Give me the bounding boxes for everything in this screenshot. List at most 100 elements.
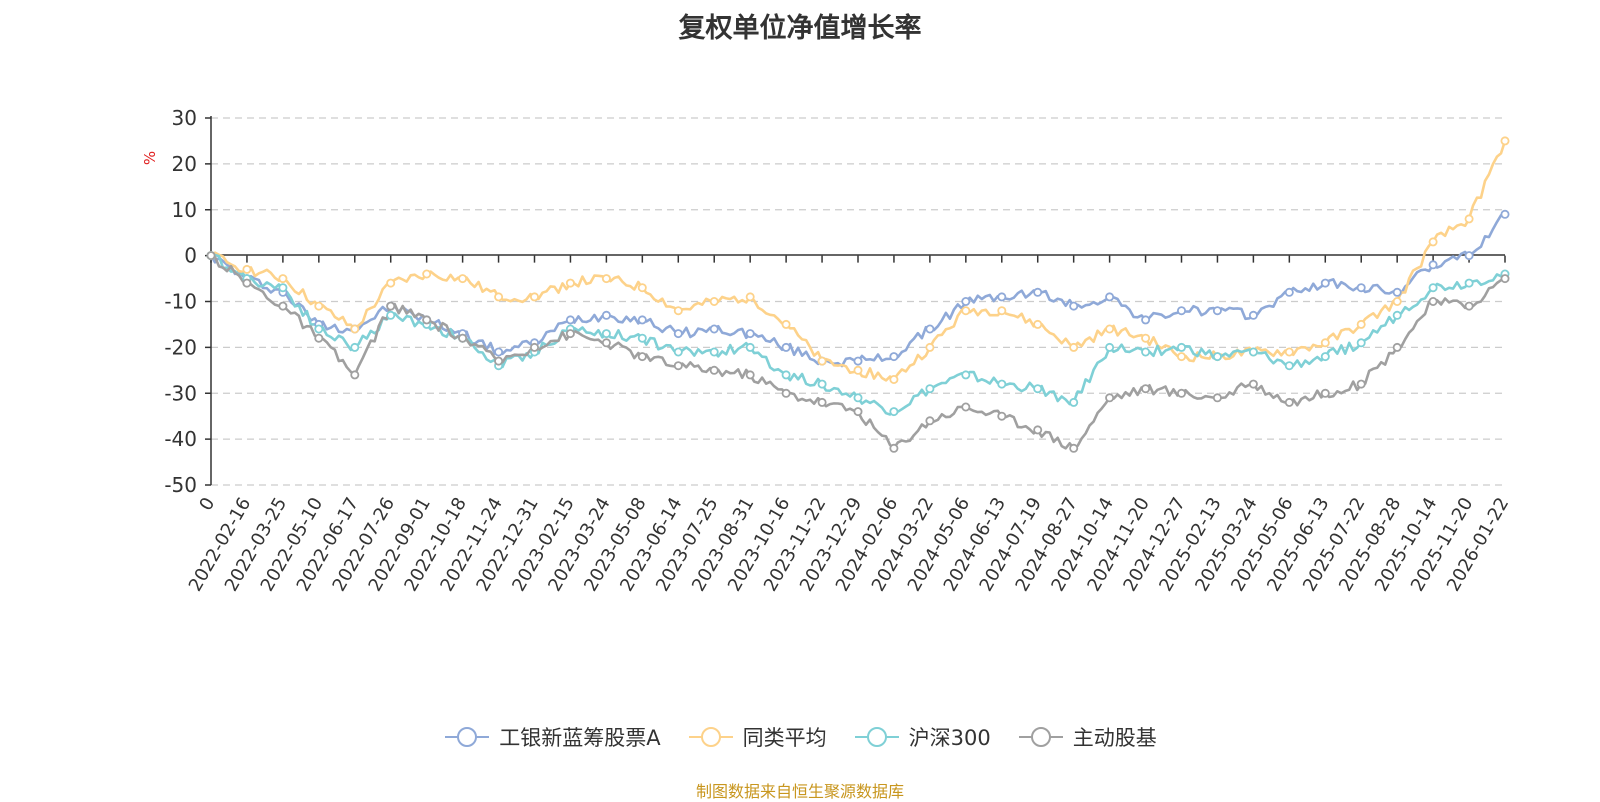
data-point: [601, 338, 611, 348]
data-point: [494, 347, 504, 357]
legend-label-fund: 工银新蓝筹股票A: [499, 726, 661, 750]
data-point: [601, 274, 611, 284]
data-point: [494, 292, 504, 302]
data-point: [1069, 397, 1079, 407]
data-point: [853, 365, 863, 375]
data-point: [1500, 274, 1510, 284]
data-point: [925, 342, 935, 352]
data-point: [386, 301, 396, 311]
y-tick-label: 10: [172, 198, 197, 222]
data-point: [853, 356, 863, 366]
data-point: [1284, 347, 1294, 357]
legend-item-fund[interactable]: 工银新蓝筹股票A: [443, 722, 661, 752]
data-point: [1356, 338, 1366, 348]
data-point: [961, 370, 971, 380]
source-note: 制图数据来自恒生聚源数据库: [695, 782, 904, 801]
data-point: [889, 407, 899, 417]
data-point: [530, 292, 540, 302]
data-point: [961, 402, 971, 412]
legend-marker-peer-average: [688, 727, 733, 747]
data-point: [637, 283, 647, 293]
data-point: [961, 296, 971, 306]
data-point: [1284, 397, 1294, 407]
legend-label-peer-average: 同类平均: [742, 726, 827, 750]
data-point: [1392, 310, 1402, 320]
data-point: [1428, 296, 1438, 306]
legend-marker-active-equity: [1018, 727, 1063, 747]
data-point: [242, 264, 252, 274]
legend-item-csi300[interactable]: 沪深300: [853, 722, 991, 752]
data-point: [350, 324, 360, 334]
data-point: [817, 397, 827, 407]
data-point: [853, 393, 863, 403]
data-point: [673, 329, 683, 339]
series-line-2: [210, 253, 1506, 416]
data-point: [961, 306, 971, 316]
data-point: [1392, 342, 1402, 352]
y-tick-label: -30: [164, 381, 197, 405]
data-point: [1141, 315, 1151, 325]
data-point: [925, 416, 935, 426]
data-point: [745, 370, 755, 380]
data-point: [1033, 319, 1043, 329]
data-point: [494, 356, 504, 366]
data-point: [601, 310, 611, 320]
data-point: [1428, 260, 1438, 270]
y-tick-label: -40: [164, 427, 197, 451]
y-tick-label: 0: [184, 244, 197, 268]
data-point: [745, 292, 755, 302]
data-point: [1248, 310, 1258, 320]
data-point: [386, 310, 396, 320]
data-point: [278, 283, 288, 293]
data-point: [745, 342, 755, 352]
data-point: [530, 342, 540, 352]
legend-marker-csi300: [854, 727, 899, 747]
legend-item-peer-average[interactable]: 同类平均: [687, 722, 827, 752]
legend-item-active-equity[interactable]: 主动股基: [1017, 722, 1157, 752]
data-point: [673, 361, 683, 371]
data-point: [1392, 287, 1402, 297]
data-point: [314, 333, 324, 343]
data-point: [1177, 342, 1187, 352]
data-point: [1069, 342, 1079, 352]
data-point: [1464, 278, 1474, 288]
data-point: [1464, 251, 1474, 261]
data-point: [314, 301, 324, 311]
data-point: [1500, 209, 1510, 219]
data-point: [422, 315, 432, 325]
data-point: [1464, 301, 1474, 311]
data-point: [781, 370, 791, 380]
legend: 工银新蓝筹股票A 同类平均 沪深300 主动股基: [0, 722, 1600, 752]
data-point: [1105, 292, 1115, 302]
data-point: [817, 356, 827, 366]
data-point: [1356, 283, 1366, 293]
data-point: [1284, 287, 1294, 297]
data-point: [1320, 352, 1330, 362]
data-point: [1105, 342, 1115, 352]
data-point: [1356, 319, 1366, 329]
axes: [210, 116, 1505, 485]
data-point: [1033, 425, 1043, 435]
data-point: [889, 443, 899, 453]
y-tick-labels: 30 20 10 0 -10 -20 -30 -40 -50: [164, 106, 211, 497]
data-point: [278, 274, 288, 284]
data-point: [1177, 306, 1187, 316]
data-point: [781, 342, 791, 352]
data-point: [206, 251, 216, 261]
series-points: [206, 136, 1510, 453]
data-point: [1428, 237, 1438, 247]
data-point: [1284, 361, 1294, 371]
data-point: [997, 306, 1007, 316]
data-point: [1033, 287, 1043, 297]
data-point: [889, 352, 899, 362]
data-point: [565, 329, 575, 339]
data-point: [673, 347, 683, 357]
data-point: [1320, 278, 1330, 288]
data-point: [350, 370, 360, 380]
data-point: [709, 296, 719, 306]
data-point: [1320, 388, 1330, 398]
x-tick-label: 0: [195, 494, 219, 514]
data-point: [817, 379, 827, 389]
data-point: [637, 352, 647, 362]
series-line-3: [210, 254, 1506, 450]
